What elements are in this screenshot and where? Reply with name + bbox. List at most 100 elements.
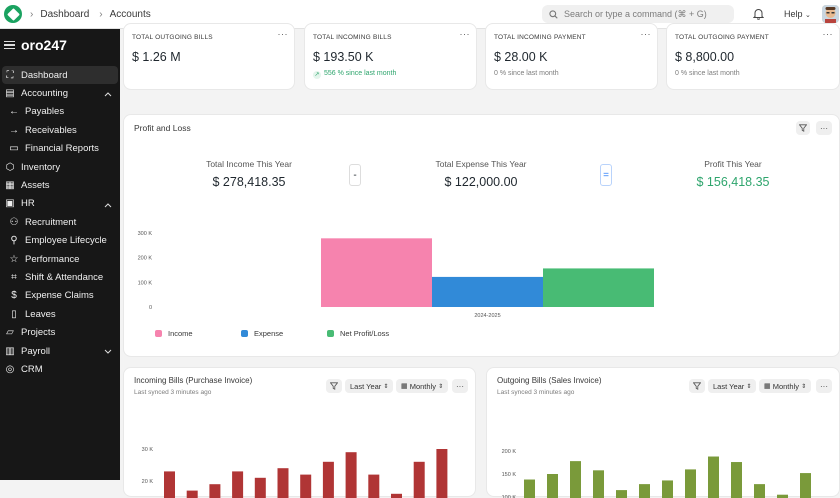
bill-bar[interactable] [662, 480, 673, 498]
interval-select[interactable]: ▦ Monthly ⇕ [396, 379, 449, 393]
more-button[interactable]: ··· [452, 379, 468, 393]
bill-bar[interactable] [277, 468, 289, 498]
bill-bar[interactable] [800, 473, 811, 498]
attendance-icon: ⌗ [11, 271, 17, 283]
sidebar-item-projects[interactable]: ▱ Projects [0, 323, 120, 341]
box-icon: ⬡ [5, 161, 15, 173]
income-bar[interactable] [321, 238, 432, 307]
main-content: TOTAL OUTGOING BILLS ··· $ 1.26 M TOTAL … [120, 23, 840, 498]
profit-value: $ 156,418.35 [696, 175, 770, 189]
interval-value: Monthly [409, 381, 436, 391]
sidebar-item-expense-claims[interactable]: $ Expense Claims [0, 287, 120, 305]
bill-bar[interactable] [186, 490, 198, 498]
y-tick-label: 150 K [502, 472, 517, 478]
more-icon[interactable]: ··· [640, 29, 651, 39]
sidebar-item-accounting[interactable]: ▤ Accounting [0, 84, 120, 102]
search-input[interactable]: Search or type a command (⌘ + G) [542, 5, 734, 23]
filter-button[interactable] [796, 121, 810, 135]
filter-button[interactable] [689, 379, 705, 393]
sort-icon: ⇕ [801, 383, 807, 390]
chevron-up-icon[interactable] [104, 89, 112, 100]
bill-bar[interactable] [345, 452, 357, 498]
chevron-up-icon[interactable] [104, 200, 112, 211]
bill-bar[interactable] [368, 474, 380, 498]
legend-expense[interactable]: Expense [241, 329, 283, 338]
bill-bar[interactable] [436, 449, 448, 498]
sidebar-item-leaves[interactable]: ▯ Leaves [0, 305, 120, 323]
bill-bar[interactable] [391, 493, 402, 498]
help-menu[interactable]: Help ⌄ [784, 9, 811, 19]
filter-icon [799, 124, 807, 132]
incoming-bills-chart: 20 K30 K [142, 447, 448, 498]
interval-select[interactable]: ▦ Monthly ⇕ [759, 379, 812, 393]
more-icon[interactable]: ··· [822, 29, 833, 39]
calendar-icon: ▦ [764, 383, 771, 390]
bell-icon[interactable] [753, 8, 764, 20]
legend-income[interactable]: Income [155, 329, 193, 338]
more-button[interactable]: ··· [816, 379, 832, 393]
arrow-right-icon: → [9, 124, 19, 136]
menu-icon[interactable] [4, 39, 15, 52]
card-total-outgoing-payment[interactable]: TOTAL OUTGOING PAYMENT ··· $ 8,800.00 0 … [666, 23, 840, 90]
brand-name: oro247 [21, 37, 67, 53]
outgoing-bills-synced: Last synced 3 minutes ago [497, 389, 575, 396]
card-label: TOTAL OUTGOING BILLS [132, 34, 213, 41]
legend-net-profit[interactable]: Net Profit/Loss [327, 329, 389, 338]
more-button[interactable]: ··· [816, 121, 832, 135]
total-expense-summary: Total Expense This Year $ 122,000.00 [401, 159, 561, 189]
bill-bar[interactable] [254, 477, 266, 498]
sidebar-item-recruitment[interactable]: ⚇ Recruitment [0, 213, 120, 231]
bill-bar[interactable] [593, 470, 604, 498]
bill-bar[interactable] [547, 474, 558, 498]
more-icon[interactable]: ··· [459, 29, 470, 39]
sidebar-item-label: Assets [21, 180, 50, 192]
chevron-right-icon: › [99, 9, 103, 20]
card-total-incoming-payment[interactable]: TOTAL INCOMING PAYMENT ··· $ 28.00 K 0 %… [485, 23, 658, 90]
card-total-incoming-bills[interactable]: TOTAL INCOMING BILLS ··· $ 193.50 K ↗ 556… [304, 23, 477, 90]
bill-bar[interactable] [232, 471, 244, 498]
y-tick-label: 30 K [142, 447, 154, 453]
range-select[interactable]: Last Year ⇕ [708, 379, 757, 393]
bill-bar[interactable] [754, 484, 765, 498]
sidebar-item-payroll[interactable]: ▥ Payroll [0, 342, 120, 360]
sidebar-item-financial-reports[interactable]: ▭ Financial Reports [0, 140, 120, 158]
bill-bar[interactable] [685, 469, 696, 498]
app-logo-icon[interactable] [4, 5, 22, 23]
sidebar-item-crm[interactable]: ◎ CRM [0, 360, 120, 378]
sidebar-item-receivables[interactable]: → Receivables [0, 121, 120, 139]
incoming-bills-synced: Last synced 3 minutes ago [134, 389, 212, 396]
avatar[interactable] [822, 5, 839, 23]
bill-bar[interactable] [639, 484, 650, 498]
user-icon: ⚲ [10, 235, 18, 247]
bill-bar[interactable] [300, 474, 312, 498]
breadcrumb-accounts[interactable]: Accounts [109, 9, 151, 20]
bill-bar[interactable] [209, 484, 221, 498]
bill-bar[interactable] [524, 479, 535, 498]
sidebar-item-assets[interactable]: ▦ Assets [0, 176, 120, 194]
bill-bar[interactable] [708, 456, 719, 498]
card-trend-text: 556 % since last month [324, 70, 397, 77]
sidebar-item-employee-lifecycle[interactable]: ⚲ Employee Lifecycle [0, 232, 120, 250]
sidebar-item-label: Receivables [25, 124, 77, 136]
bill-bar[interactable] [164, 471, 175, 498]
sidebar-item-inventory[interactable]: ⬡ Inventory [0, 158, 120, 176]
breadcrumb-dashboard[interactable]: Dashboard [40, 9, 90, 20]
chevron-down-icon[interactable] [104, 347, 112, 358]
crm-icon: ◎ [5, 363, 15, 375]
bill-bar[interactable] [616, 490, 627, 498]
minus-operator: - [349, 164, 361, 186]
bill-bar[interactable] [731, 462, 742, 498]
expense-bar[interactable] [432, 276, 543, 307]
sidebar-item-payables[interactable]: ← Payables [0, 103, 120, 121]
card-total-outgoing-bills[interactable]: TOTAL OUTGOING BILLS ··· $ 1.26 M [123, 23, 295, 90]
net-profit-bar[interactable] [543, 268, 654, 307]
sidebar-item-shift-attendance[interactable]: ⌗ Shift & Attendance [0, 268, 120, 286]
sidebar-item-performance[interactable]: ☆ Performance [0, 250, 120, 268]
more-icon[interactable]: ··· [277, 29, 288, 39]
filter-button[interactable] [326, 379, 342, 393]
range-select[interactable]: Last Year ⇕ [345, 379, 394, 393]
sidebar-item-dashboard[interactable]: ⛶ Dashboard [2, 66, 118, 85]
card-value: $ 193.50 K [313, 50, 374, 64]
sidebar-item-hr[interactable]: ▣ HR [0, 195, 120, 213]
filter-icon [693, 382, 701, 390]
